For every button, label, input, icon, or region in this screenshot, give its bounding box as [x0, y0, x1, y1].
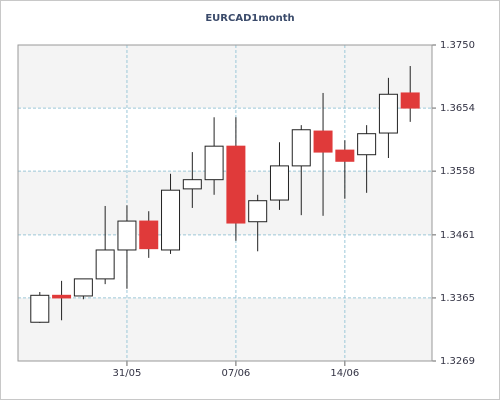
plot-band: [18, 45, 432, 109]
candle-body: [357, 133, 377, 156]
chart-title: EURCAD1month: [205, 13, 294, 24]
candle-body: [52, 294, 72, 299]
candle-body: [161, 189, 181, 251]
plot-band: [18, 297, 432, 361]
candle-body: [335, 149, 355, 162]
candle-body: [73, 278, 93, 297]
x-tick-label: 07/06: [221, 368, 250, 379]
candle-body: [291, 129, 311, 167]
x-tick-label: 31/05: [113, 368, 142, 379]
candle-body: [117, 220, 137, 251]
y-tick-label: 1.3461: [440, 230, 475, 241]
plot-band: [18, 171, 432, 235]
candle-body: [400, 92, 420, 109]
candle-body: [30, 294, 50, 323]
candle-body: [313, 130, 333, 153]
candle-body: [204, 145, 224, 181]
y-tick-label: 1.3269: [440, 356, 475, 367]
y-tick-label: 1.3558: [440, 166, 475, 177]
candle-body: [269, 165, 289, 201]
plot-border: [17, 44, 433, 362]
candle-body: [378, 93, 398, 134]
candle-body: [226, 145, 246, 224]
y-tick-label: 1.3654: [440, 103, 475, 114]
candle-body: [248, 200, 268, 223]
candle-body: [139, 220, 159, 250]
candle-body: [95, 249, 115, 280]
x-tick-label: 14/06: [330, 368, 359, 379]
y-tick-label: 1.3750: [440, 40, 475, 51]
y-tick-label: 1.3365: [440, 293, 475, 304]
candle-body: [182, 179, 202, 190]
